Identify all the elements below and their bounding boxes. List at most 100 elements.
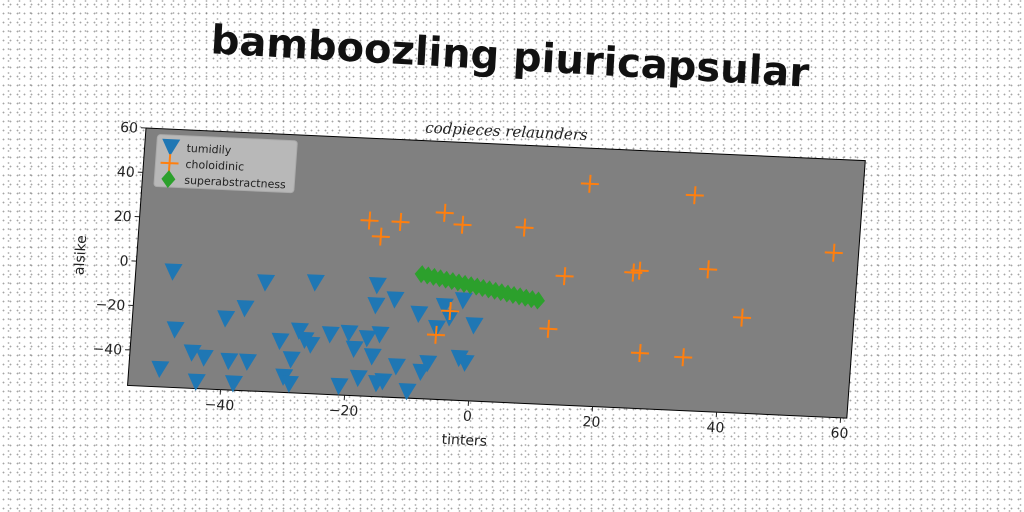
tumidily-point-12 — [271, 332, 290, 351]
y-ticks: −40 −20 0 20 40 60 — [92, 120, 147, 359]
tumidily-point-25 — [367, 297, 386, 315]
choloidinic-point-17 — [732, 308, 752, 327]
tumidily-point-19 — [321, 326, 340, 344]
x-tick-label-4: 40 — [706, 420, 725, 437]
choloidinic-point-13 — [630, 344, 650, 363]
legend-marker-2 — [161, 170, 176, 189]
superabstractness-point-6 — [451, 273, 466, 292]
tumidily-point-42 — [349, 369, 368, 388]
superabstractness-point-1 — [420, 266, 435, 285]
choloidinic-point-7 — [515, 218, 534, 237]
tumidily-point-29 — [386, 291, 405, 309]
choloidinic-point-10 — [580, 174, 599, 193]
plot-area: −40 −20 0 20 40 60 −40 −20 0 20 40 60 codpieces re… — [71, 119, 866, 450]
tumidily-point-20 — [330, 377, 349, 396]
tumidily-point-21 — [340, 324, 359, 343]
choloidinic-point-15 — [674, 348, 693, 367]
legend-label-0: tumidily — [186, 142, 232, 157]
superabstractness-point-18 — [524, 290, 539, 309]
y-tick-label-3: 20 — [113, 209, 132, 226]
choloidinic-point-2 — [391, 212, 410, 231]
x-tick-label-3: 20 — [582, 414, 601, 431]
superabstractness-point-14 — [500, 284, 515, 303]
chart-subtitle: codpieces relaunders — [425, 119, 589, 144]
choloidinic-point-0 — [360, 211, 379, 230]
tumidily-point-24 — [368, 277, 387, 295]
y-axis-label: alsike — [71, 235, 90, 276]
x-tick-label-5: 60 — [830, 425, 849, 442]
superabstractness-point-16 — [512, 287, 527, 306]
choloidinic-point-1 — [371, 227, 390, 246]
tumidily-point-41 — [450, 349, 469, 368]
superabstractness-point-12 — [488, 281, 503, 300]
tumidily-point-27 — [371, 326, 390, 344]
y-tick-label-0: −40 — [92, 341, 123, 358]
tumidily-point-16 — [290, 322, 309, 340]
choloidinic-point-6 — [426, 325, 446, 344]
tumidily-point-11 — [257, 274, 276, 292]
legend-marker-0 — [162, 138, 181, 157]
tumidily-point-7 — [220, 352, 239, 371]
tumidily-point-18 — [306, 274, 325, 292]
x-axis-label: tinters — [441, 432, 487, 450]
data-marks — [151, 174, 843, 401]
tumidily-point-44 — [302, 336, 321, 354]
tumidily-point-5 — [195, 349, 214, 367]
superabstractness-point-15 — [506, 285, 521, 304]
tumidily-point-8 — [225, 375, 243, 393]
choloidinic-point-3 — [435, 203, 454, 222]
tumidily-point-10 — [239, 353, 257, 371]
superabstractness-point-3 — [433, 269, 448, 288]
tumidily-point-22 — [345, 340, 364, 358]
superabstractness-point-9 — [469, 277, 484, 296]
tumidily-point-34 — [419, 355, 438, 373]
legend-label-1: choloidinic — [185, 158, 245, 174]
legend-label-2: superabstractness — [184, 174, 287, 192]
superabstractness-point-0 — [414, 265, 429, 284]
superabstractness-point-17 — [518, 288, 533, 307]
tumidily-point-9 — [236, 299, 255, 318]
choloidinic-point-12 — [630, 261, 649, 280]
y-tick-label-2: 0 — [119, 253, 129, 269]
choloidinic-point-9 — [555, 267, 574, 286]
tumidily-point-36 — [435, 297, 454, 316]
legend-marker-1 — [160, 154, 179, 173]
tumidily-point-14 — [282, 351, 301, 369]
tumidily-point-40 — [465, 317, 484, 335]
choloidinic-point-8 — [539, 319, 558, 338]
tumidily-point-1 — [166, 321, 185, 339]
choloidinic-point-4 — [453, 215, 472, 234]
superabstractness-point-10 — [475, 279, 490, 297]
x-tick-label-1: −20 — [328, 403, 359, 420]
tumidily-point-30 — [387, 358, 406, 376]
superabstractness-point-5 — [445, 272, 460, 291]
tumidily-point-0 — [164, 263, 183, 281]
x-ticks: −40 −20 0 20 40 60 — [204, 389, 849, 442]
tumidily-point-3 — [183, 344, 202, 362]
tumidily-point-32 — [410, 305, 429, 324]
superabstractness-point-19 — [530, 291, 545, 310]
x-tick-label-2: 0 — [462, 409, 472, 425]
choloidinic-point-18 — [824, 243, 843, 262]
tumidily-point-6 — [217, 310, 236, 328]
choloidinic-point-14 — [685, 186, 704, 205]
superabstractness-point-4 — [439, 270, 454, 289]
y-tick-label-5: 60 — [120, 120, 139, 137]
x-tick-label-0: −40 — [204, 397, 235, 414]
tumidily-point-2 — [151, 360, 170, 379]
tumidily-point-43 — [368, 374, 387, 393]
choloidinic-point-16 — [699, 260, 718, 279]
tumidily-point-38 — [454, 292, 473, 310]
y-tick-label-1: −20 — [95, 297, 126, 314]
superabstractness-point-7 — [457, 274, 472, 293]
legend-box — [153, 134, 298, 194]
superabstractness-point-11 — [482, 280, 497, 299]
tumidily-point-26 — [363, 348, 382, 366]
tumidily-point-4 — [187, 373, 206, 391]
superabstractness-point-13 — [494, 283, 509, 302]
superabstractness-point-2 — [426, 267, 441, 286]
y-tick-label-4: 40 — [116, 164, 135, 181]
tumidily-point-31 — [398, 383, 417, 401]
